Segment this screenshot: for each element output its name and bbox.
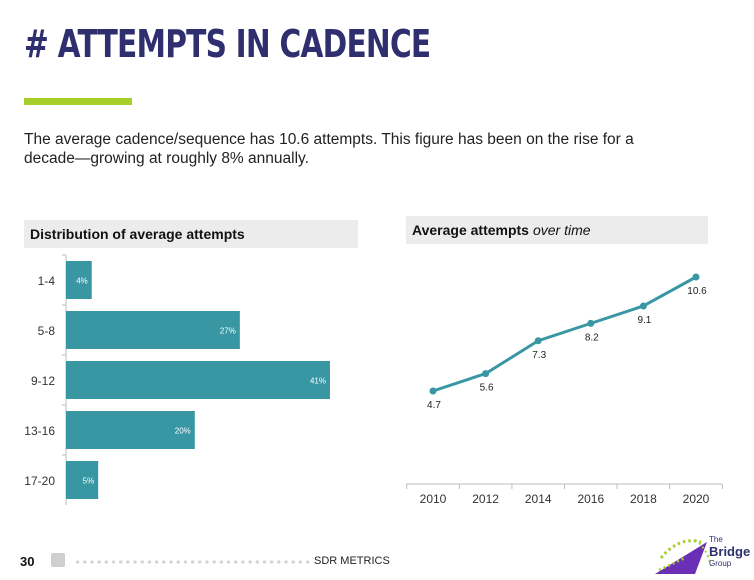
x-tick-label: 2018 (630, 492, 657, 506)
bar-category-label: 5-8 (38, 324, 56, 338)
bar-value-label: 20% (175, 427, 191, 436)
point-2012 (482, 370, 490, 378)
point-2018 (639, 302, 647, 310)
bar-5-8 (66, 311, 240, 349)
point-2016 (587, 319, 595, 327)
bar-value-label: 27% (220, 327, 236, 336)
page-number: 30 (20, 554, 35, 569)
x-tick-label: 2014 (525, 492, 552, 506)
bar-category-label: 13-16 (24, 424, 55, 438)
point-2020 (692, 273, 700, 281)
bar-value-label: 5% (83, 477, 95, 486)
bar-1-4 (66, 261, 92, 299)
page-title: # ATTEMPTS IN CADENCE (24, 22, 431, 66)
logo-word-bridge: Bridge (709, 544, 751, 559)
x-tick-label: 2012 (472, 492, 499, 506)
title-accent-bar (24, 98, 132, 105)
logo-word-the: The (709, 535, 723, 544)
logo-word-group: Group (709, 559, 732, 568)
logo-wordmark: The Bridge Group (709, 535, 750, 569)
bar-value-label: 41% (310, 377, 326, 386)
trend-chart-header: Average attempts over time (406, 216, 708, 244)
attempts-series-line (432, 275, 697, 393)
bridge-group-logo-icon (655, 539, 712, 574)
footer-section-label: SDR METRICS (314, 555, 390, 567)
point-value-label: 4.7 (427, 400, 441, 411)
bar-9-12 (66, 361, 330, 399)
trend-chart-title-bold: Average attempts (412, 222, 529, 238)
point-value-label: 8.2 (585, 332, 599, 343)
bar-category-label: 1-4 (38, 274, 56, 288)
footer-square-icon (51, 553, 65, 567)
bar-category-label: 17-20 (24, 474, 55, 488)
bar-17-20 (66, 461, 99, 499)
x-tick-label: 2020 (683, 492, 710, 506)
intro-text: The average cadence/sequence has 10.6 at… (24, 131, 634, 167)
point-value-label: 9.1 (637, 315, 651, 326)
point-value-label: 5.6 (480, 383, 494, 394)
point-2014 (534, 337, 542, 345)
point-value-label: 10.6 (687, 286, 707, 297)
bar-13-16 (66, 411, 195, 449)
footer-dotted-rule (74, 560, 310, 564)
x-tick-label: 2010 (420, 492, 447, 506)
point-2010 (429, 387, 437, 395)
bar-category-label: 9-12 (31, 374, 55, 388)
distribution-chart-header: Distribution of average attempts (24, 220, 358, 248)
x-tick-label: 2016 (577, 492, 604, 506)
point-value-label: 7.3 (532, 350, 546, 361)
bar-value-label: 4% (76, 277, 88, 286)
trend-chart-title-italic: over time (532, 222, 591, 238)
distribution-chart-title: Distribution of average attempts (30, 226, 245, 242)
